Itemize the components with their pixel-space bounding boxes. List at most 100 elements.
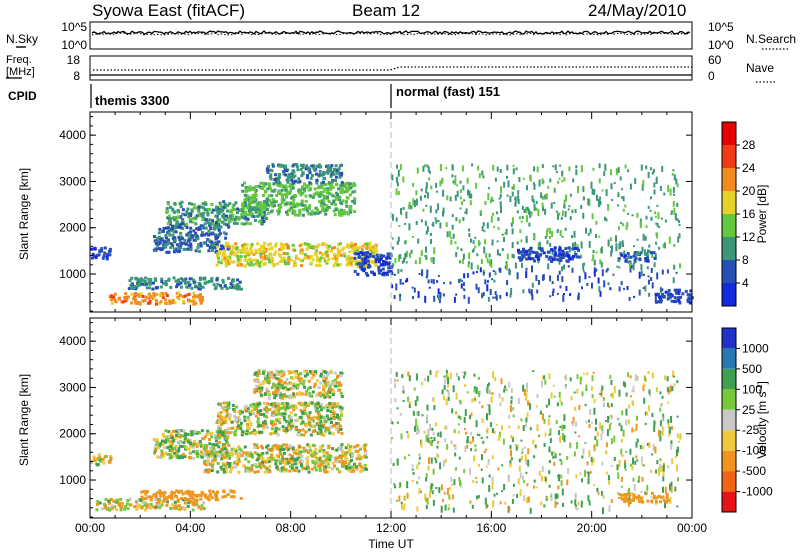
- data-cell: [323, 468, 327, 472]
- data-cell: [186, 207, 190, 211]
- data-cell: [260, 214, 264, 218]
- data-cell: [168, 233, 172, 237]
- data-cell: [305, 164, 309, 168]
- data-cell: [210, 496, 214, 500]
- data-cell: [217, 212, 221, 216]
- data-cell: [277, 412, 281, 416]
- data-cell: [277, 377, 281, 381]
- data-cell: [181, 212, 185, 216]
- data-cell: [167, 277, 171, 281]
- data-cell: [455, 217, 458, 222]
- data-cell: [272, 373, 276, 377]
- data-cell: [304, 242, 307, 246]
- data-cell: [296, 168, 300, 172]
- data-cell: [261, 371, 265, 375]
- data-cell: [499, 501, 502, 505]
- data-cell: [335, 257, 339, 261]
- data-cell: [309, 394, 313, 398]
- data-cell: [177, 433, 181, 436]
- data-cell: [169, 246, 173, 250]
- station-title: Syowa East (fitACF): [92, 1, 245, 20]
- data-cell: [584, 404, 587, 407]
- data-cell: [277, 417, 281, 421]
- data-cell: [566, 260, 570, 263]
- data-cell: [192, 238, 196, 242]
- data-cell: [454, 241, 457, 245]
- data-cell: [359, 251, 363, 255]
- data-cell: [238, 248, 242, 252]
- data-cell: [322, 451, 326, 455]
- data-cell: [512, 184, 515, 191]
- data-cell: [660, 295, 664, 298]
- data-cell: [486, 258, 489, 263]
- data-cell: [328, 244, 331, 248]
- data-cell: [622, 196, 625, 202]
- data-cell: [393, 295, 396, 299]
- data-cell: [366, 251, 370, 255]
- data-cell: [269, 173, 273, 177]
- data-cell: [160, 277, 164, 281]
- data-cell: [243, 254, 247, 258]
- data-cell: [174, 230, 178, 234]
- data-cell: [164, 291, 168, 295]
- data-cell: [224, 255, 228, 259]
- data-cell: [230, 447, 234, 451]
- data-cell: [432, 257, 435, 265]
- data-cell: [178, 223, 182, 227]
- data-cell: [335, 182, 339, 186]
- data-cell: [254, 208, 258, 212]
- data-cell: [640, 164, 643, 171]
- data-cell: [90, 256, 94, 260]
- data-cell: [371, 248, 375, 252]
- data-cell: [283, 459, 287, 463]
- data-cell: [206, 456, 210, 460]
- data-cell: [459, 180, 462, 184]
- data-cell: [312, 385, 316, 389]
- data-cell: [100, 247, 104, 251]
- data-cell: [202, 211, 206, 215]
- data-cell: [317, 422, 321, 425]
- data-cell: [328, 431, 332, 435]
- data-cell: [168, 205, 172, 209]
- data-cell: [267, 378, 271, 382]
- data-cell: [550, 260, 553, 263]
- data-cell: [392, 263, 395, 268]
- data-cell: [287, 261, 291, 265]
- data-cell: [259, 409, 263, 412]
- data-cell: [164, 497, 168, 501]
- data-cell: [395, 217, 398, 222]
- data-cell: [549, 428, 552, 436]
- data-cell: [177, 278, 180, 282]
- data-cell: [529, 246, 533, 250]
- data-cell: [499, 193, 502, 198]
- data-cell: [240, 433, 244, 437]
- data-cell: [228, 413, 232, 417]
- data-cell: [308, 194, 312, 198]
- data-cell: [253, 432, 257, 436]
- data-cell: [545, 193, 548, 200]
- data-cell: [567, 255, 571, 259]
- data-cell: [678, 301, 682, 305]
- data-cell: [436, 453, 439, 458]
- data-cell: [148, 299, 152, 303]
- data-cell: [567, 246, 571, 250]
- data-cell: [304, 412, 308, 416]
- data-cell: [214, 208, 218, 212]
- data-cell: [268, 247, 272, 251]
- data-cell: [281, 460, 285, 464]
- data-cell: [392, 463, 395, 466]
- data-cell: [228, 286, 232, 289]
- data-cell: [325, 205, 329, 209]
- data-cell: [168, 453, 172, 457]
- data-cell: [308, 370, 312, 373]
- data-cell: [218, 450, 222, 454]
- data-cell: [289, 465, 293, 469]
- data-cell: [211, 208, 215, 212]
- data-cell: [164, 283, 168, 287]
- data-cell: [473, 386, 476, 391]
- data-cell: [627, 169, 630, 173]
- data-cell: [658, 246, 661, 250]
- data-cell: [227, 406, 231, 410]
- data-cell: [430, 437, 433, 439]
